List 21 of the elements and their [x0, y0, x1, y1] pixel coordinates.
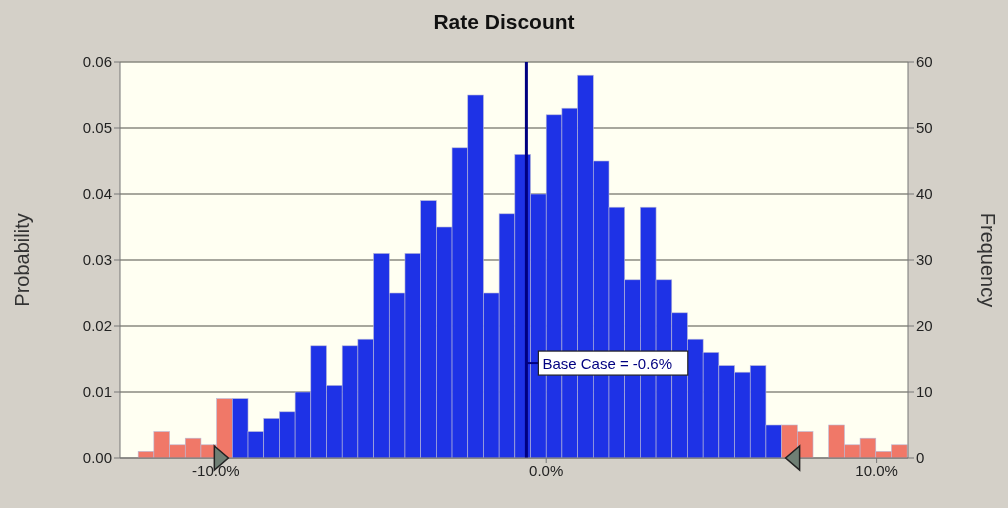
y-axis-title: Probability	[11, 213, 34, 307]
y-tick-label: 0.00	[82, 449, 112, 467]
y2-tick-label: 50	[916, 119, 933, 137]
x-tick-label: 10.0%	[855, 461, 898, 479]
y-tick-label: 0.06	[82, 53, 112, 71]
y2-tick-label: 0	[916, 449, 925, 467]
y2-tick-label: 40	[916, 185, 933, 203]
x-tick-label: -10.0%	[192, 461, 240, 479]
y-tick-label: 0.01	[82, 383, 112, 401]
chart-title: Rate Discount	[432, 10, 576, 34]
y-tick-label: 0.02	[82, 317, 112, 335]
y2-axis-title: Frequency	[976, 212, 999, 308]
y2-tick-label: 20	[916, 317, 933, 335]
x-tick-label: 0.0%	[529, 461, 564, 479]
y-tick-label: 0.03	[82, 251, 112, 269]
y-tick-label: 0.05	[82, 119, 112, 137]
y-tick-label: 0.04	[82, 185, 112, 203]
ref-line-label: Base Case = -0.6%	[542, 355, 673, 373]
y2-tick-label: 60	[916, 53, 933, 71]
y2-tick-label: 30	[916, 251, 933, 269]
y2-tick-label: 10	[916, 383, 933, 401]
